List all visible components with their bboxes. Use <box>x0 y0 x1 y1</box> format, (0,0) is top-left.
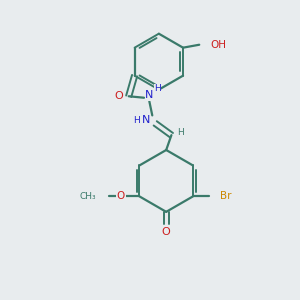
Text: H: H <box>154 84 161 93</box>
Text: OH: OH <box>210 40 226 50</box>
Text: O: O <box>162 227 171 237</box>
Text: N: N <box>142 116 150 125</box>
Text: N: N <box>145 90 154 100</box>
Text: O: O <box>114 91 123 101</box>
Text: O: O <box>117 191 125 201</box>
Text: H: H <box>177 128 184 137</box>
Text: CH₃: CH₃ <box>80 192 96 201</box>
Text: Br: Br <box>220 191 232 201</box>
Text: H: H <box>133 116 140 125</box>
